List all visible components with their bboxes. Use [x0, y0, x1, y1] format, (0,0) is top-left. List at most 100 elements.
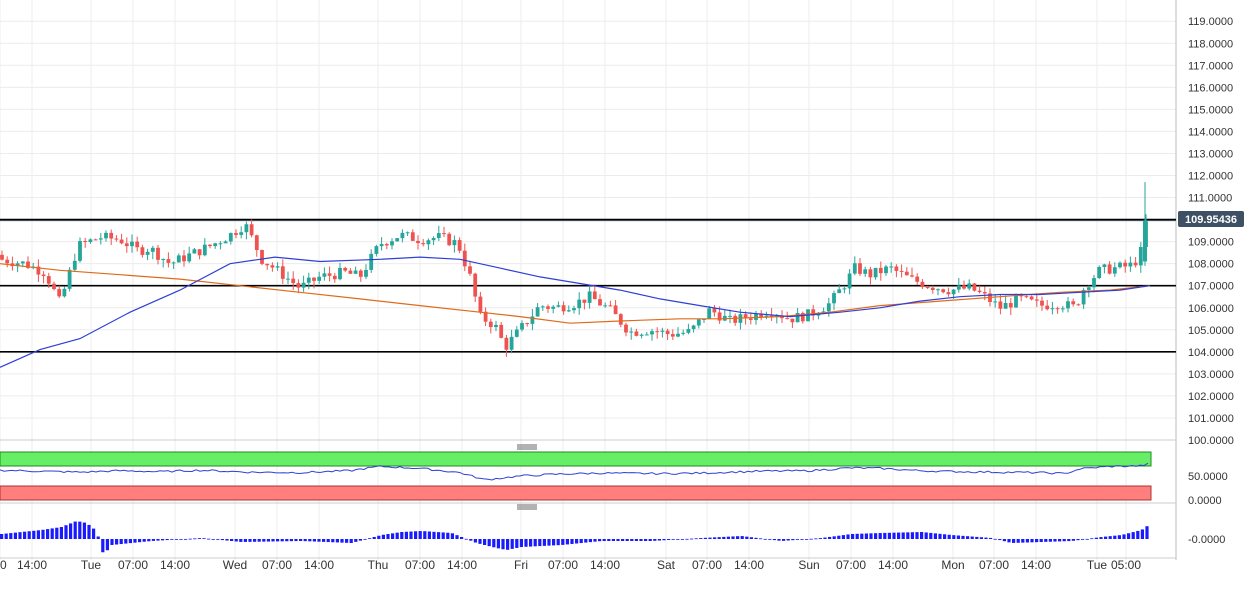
- candle: [182, 249, 186, 267]
- candle: [52, 281, 56, 291]
- price-tick-label: 101.0000: [1188, 413, 1234, 425]
- candle-body: [577, 299, 582, 309]
- candle: [1107, 261, 1112, 275]
- histogram-bar: [0, 534, 4, 539]
- candle-body: [140, 247, 145, 255]
- candle: [1045, 299, 1050, 311]
- candle: [790, 318, 795, 329]
- candle-body: [1008, 303, 1013, 308]
- time-tick-label: 07:00: [262, 558, 292, 572]
- histogram-bar: [207, 538, 211, 540]
- candle: [759, 310, 764, 321]
- candle-body: [613, 305, 618, 315]
- panel-resize-handle-1[interactable]: [517, 444, 537, 450]
- histogram-bar: [1127, 533, 1131, 539]
- candle: [322, 267, 327, 281]
- candle-body: [977, 290, 982, 293]
- candle-body: [421, 243, 426, 245]
- histogram-bar: [653, 539, 657, 541]
- histogram-bar: [754, 537, 758, 539]
- candle: [582, 299, 587, 310]
- candle-body: [972, 283, 977, 291]
- candle-body: [852, 263, 857, 274]
- histogram-bar: [860, 533, 864, 539]
- histogram-bar: [96, 536, 100, 539]
- candle-body: [603, 305, 608, 307]
- time-tick-label: Fri: [514, 558, 528, 572]
- candle-body: [566, 310, 571, 312]
- histogram-bar: [331, 539, 335, 543]
- histogram-bar: [299, 539, 303, 542]
- candle: [868, 266, 873, 285]
- candle-body: [265, 263, 270, 266]
- histogram-panel[interactable]: [0, 521, 1149, 553]
- histogram-bar: [998, 539, 1002, 541]
- candle-body: [130, 241, 134, 247]
- histogram-bar: [317, 539, 321, 542]
- candle-body: [26, 261, 30, 268]
- candle-body: [655, 331, 660, 333]
- current-price-label: 109.95436: [1185, 214, 1237, 226]
- candle: [686, 323, 691, 335]
- histogram-bar: [460, 537, 464, 539]
- candle: [1102, 263, 1107, 274]
- candle-body: [327, 273, 332, 276]
- candle-body: [790, 318, 795, 323]
- candle: [691, 324, 696, 333]
- candle-body: [582, 299, 587, 303]
- candle: [930, 285, 935, 294]
- histogram-bar: [855, 533, 859, 539]
- oscillator-line: [0, 462, 1149, 481]
- oscillator-panel[interactable]: [0, 451, 1152, 501]
- candle: [956, 278, 961, 293]
- candle: [36, 259, 41, 283]
- candle: [1008, 298, 1013, 315]
- histogram-bar: [749, 537, 753, 539]
- histogram-bar: [358, 539, 362, 541]
- histogram-bar: [64, 525, 68, 539]
- candle: [998, 294, 1003, 315]
- candle-body: [785, 318, 790, 320]
- candle-body: [847, 273, 852, 289]
- candle-body: [1123, 262, 1128, 267]
- histogram-bar: [386, 534, 390, 539]
- candle-body: [832, 293, 836, 304]
- candle-body: [416, 240, 420, 244]
- candle: [213, 242, 218, 249]
- candle: [301, 275, 306, 292]
- candle: [696, 318, 701, 329]
- panel-resize-handle-2[interactable]: [517, 504, 537, 510]
- histogram-bar: [9, 533, 13, 539]
- histogram-bar: [414, 531, 418, 539]
- candle-body: [504, 337, 509, 350]
- candle: [1071, 298, 1076, 307]
- candle-body: [951, 289, 956, 295]
- histogram-bar: [768, 539, 772, 540]
- histogram-bar: [441, 532, 445, 539]
- histogram-bar: [841, 535, 845, 539]
- candle: [832, 290, 836, 311]
- candle-body: [665, 330, 670, 335]
- candle-body: [530, 316, 535, 324]
- histogram-bar: [602, 539, 606, 541]
- price-panel[interactable]: [0, 182, 1176, 368]
- candle-body: [374, 246, 379, 254]
- candle-body: [551, 306, 556, 309]
- histogram-bar: [680, 539, 684, 540]
- candle-body: [930, 287, 935, 290]
- histogram-bar: [179, 539, 183, 540]
- candle: [488, 318, 493, 334]
- candle: [811, 304, 816, 321]
- candle-body: [462, 250, 467, 267]
- candle: [317, 271, 322, 284]
- histogram-bar: [1030, 539, 1034, 543]
- histogram-bar: [961, 535, 965, 539]
- candle: [712, 304, 717, 317]
- histogram-bar: [791, 539, 795, 541]
- candle: [78, 237, 82, 263]
- candle: [462, 243, 467, 272]
- histogram-bar: [59, 527, 63, 539]
- candle: [405, 231, 410, 237]
- candle: [260, 249, 264, 266]
